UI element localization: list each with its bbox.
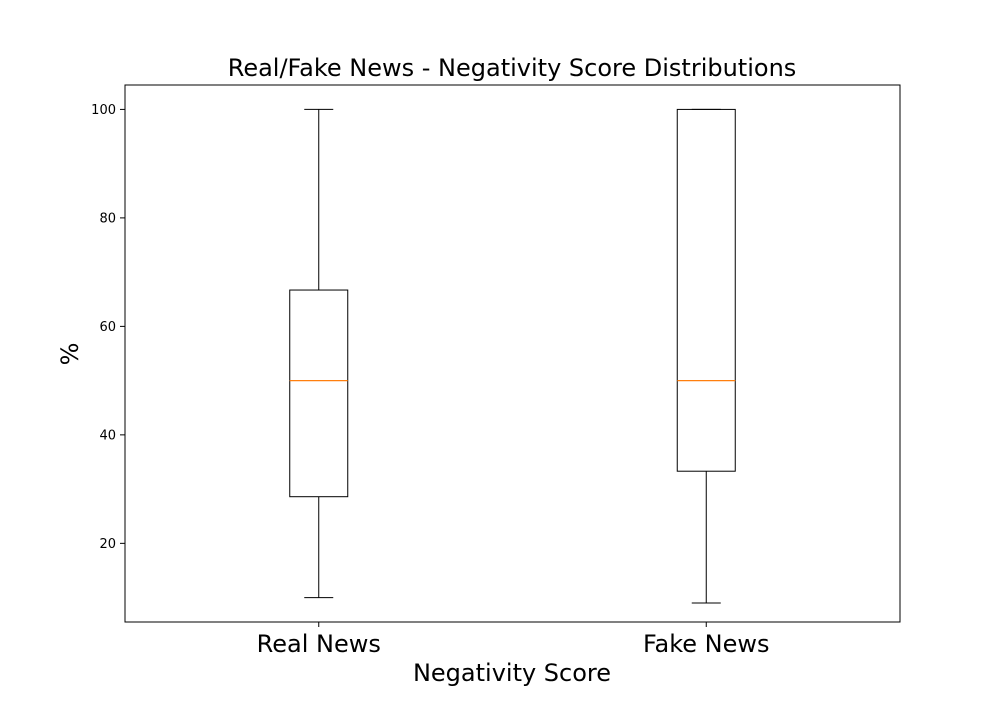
x-tick-label: Real News (257, 630, 381, 658)
y-tick-label: 20 (99, 537, 116, 552)
y-axis-label: % (56, 343, 84, 366)
x-tick-label: Fake News (643, 630, 770, 658)
y-tick-label: 40 (99, 428, 116, 443)
plot-area: 20 40 60 80 100 Real News Fake News (91, 84, 901, 658)
plot-frame (124, 84, 901, 623)
y-tick-label: 100 (91, 103, 116, 118)
x-axis-label: Negativity Score (413, 659, 611, 687)
y-tick-label: 80 (99, 211, 116, 226)
chart-title: Real/Fake News - Negativity Score Distri… (228, 54, 797, 82)
box (289, 289, 349, 498)
y-tick-label: 60 (99, 320, 116, 335)
box (676, 108, 736, 472)
